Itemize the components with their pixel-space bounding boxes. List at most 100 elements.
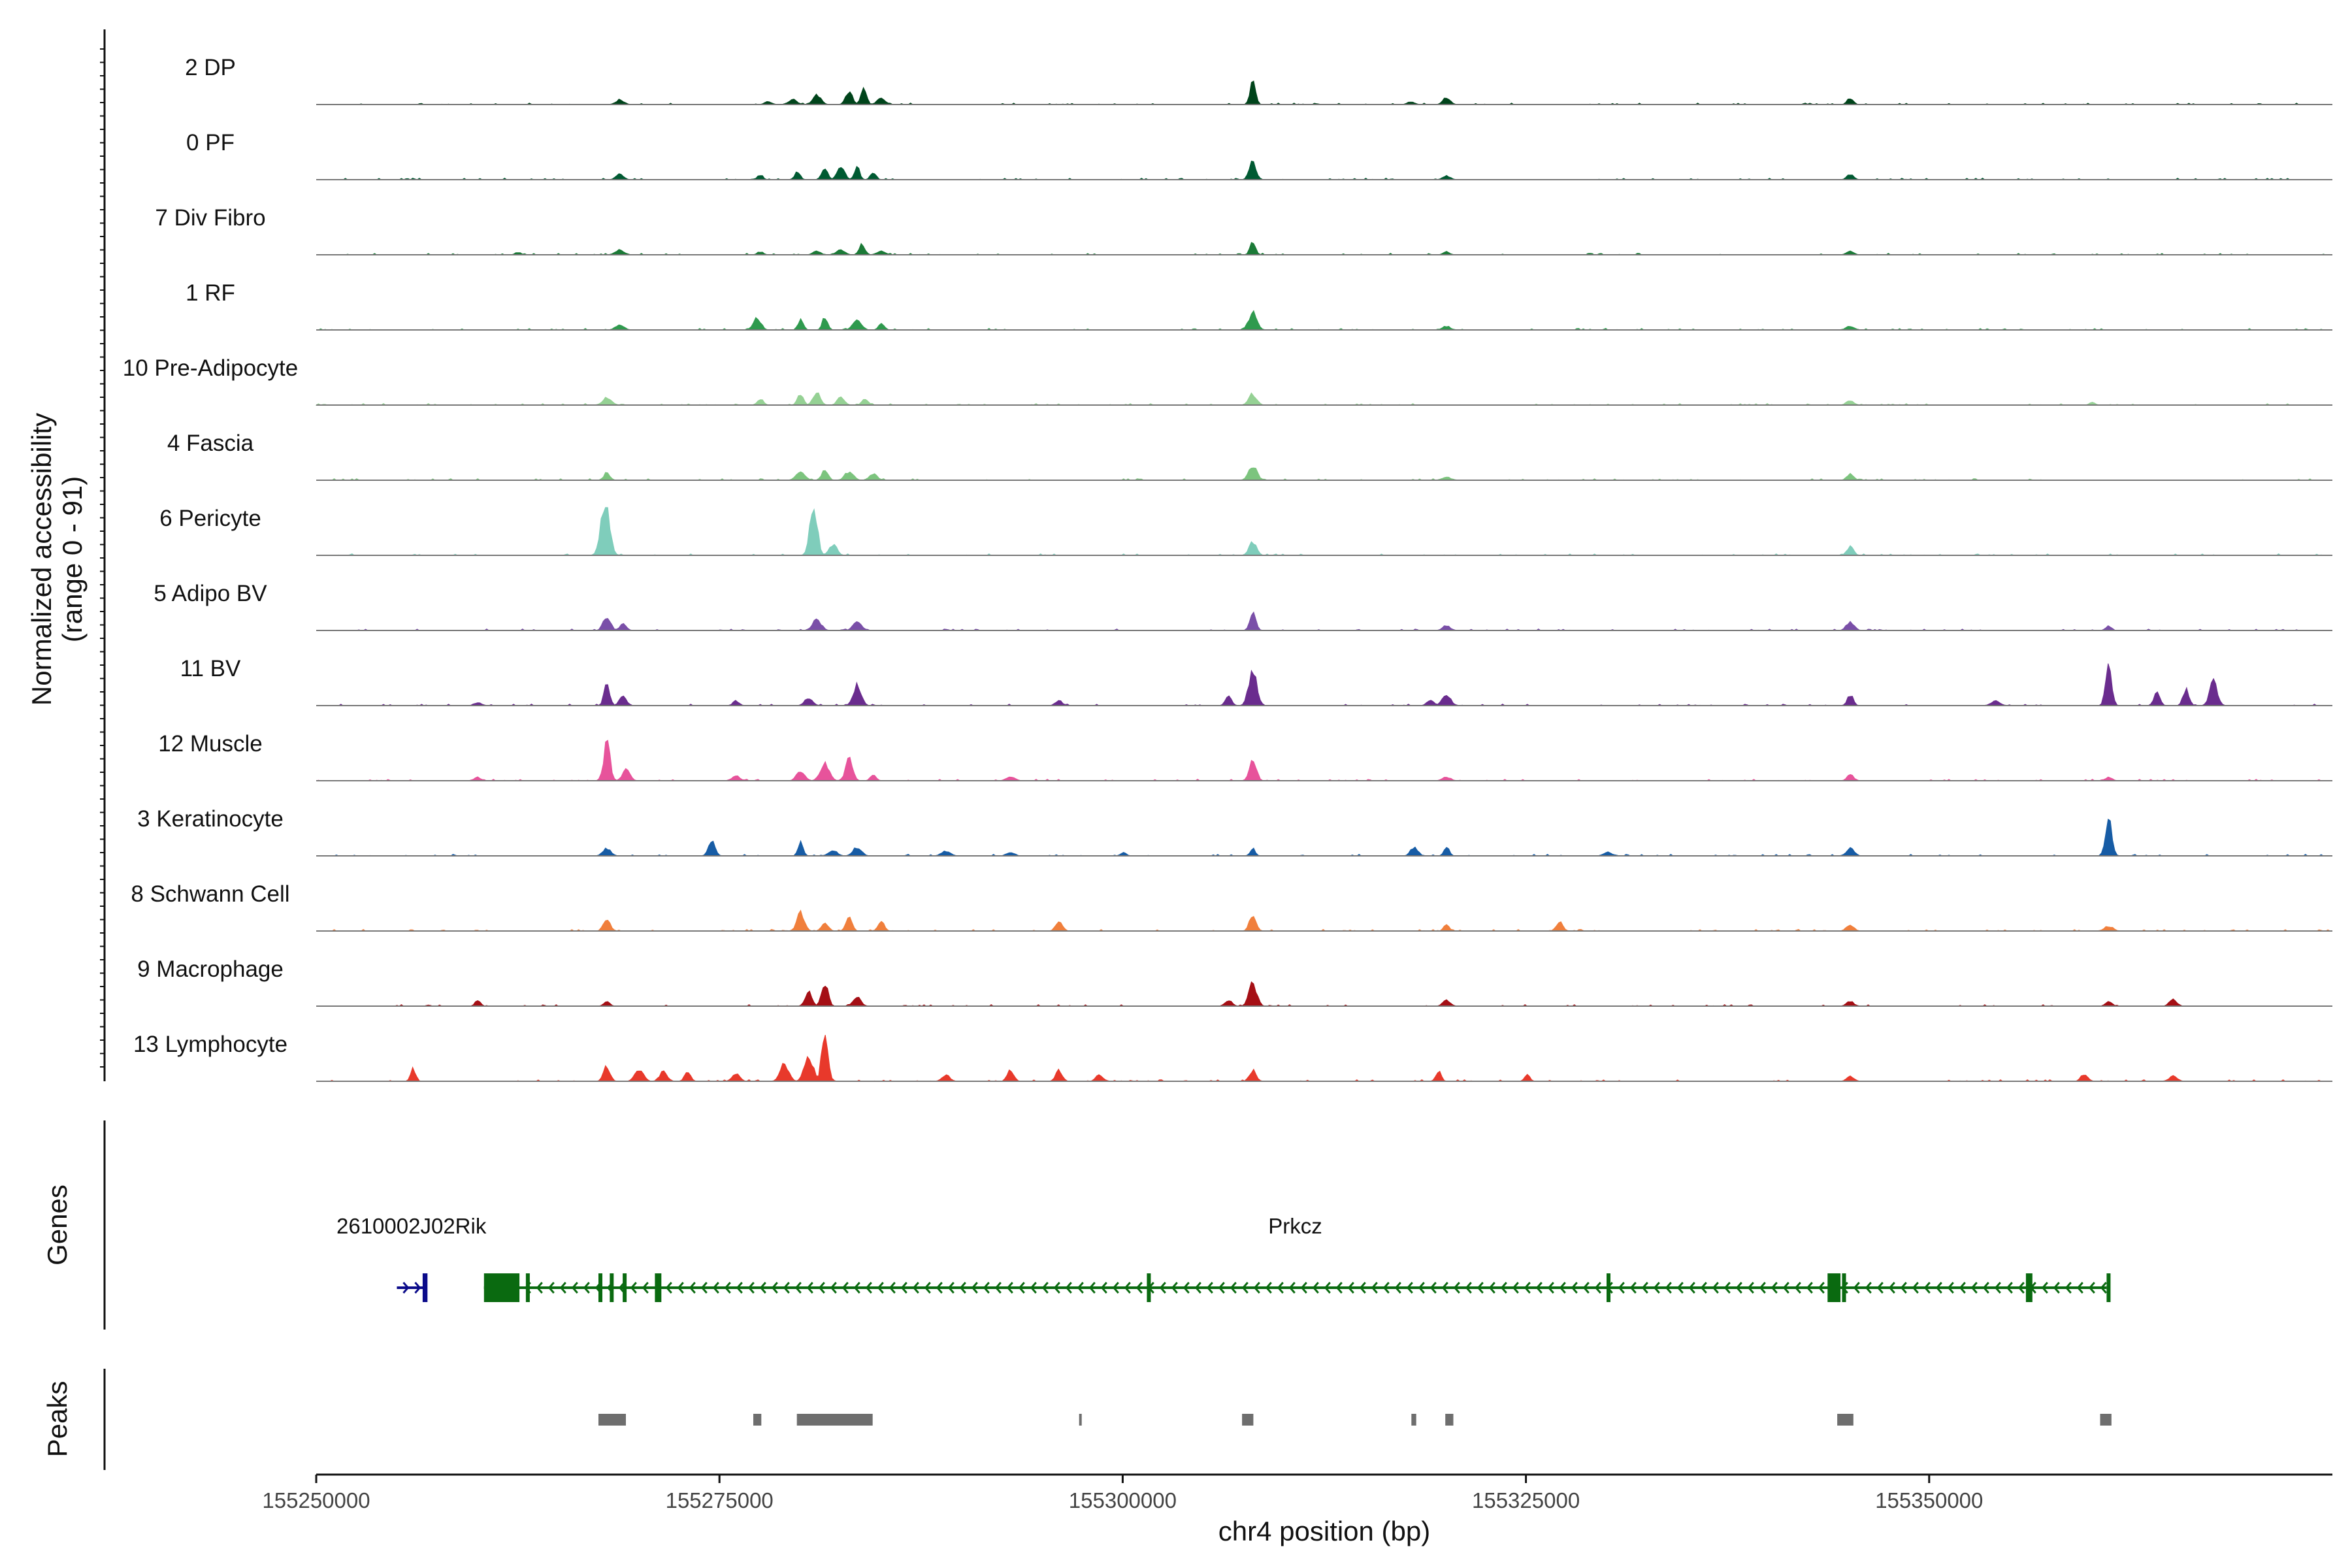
x-tick-label: 155350000	[1875, 1488, 1983, 1512]
track-5: 4 Fascia	[167, 431, 2332, 481]
gene-exon	[2106, 1273, 2111, 1302]
strand-chevron	[2088, 1282, 2095, 1294]
strand-chevron	[1888, 1282, 1895, 1294]
track-label: 0 PF	[186, 130, 235, 155]
gene-exon	[1827, 1273, 1841, 1302]
strand-chevron	[1665, 1282, 1672, 1294]
strand-chevron	[1100, 1282, 1107, 1294]
strand-chevron	[2065, 1282, 2072, 1294]
strand-chevron	[1112, 1282, 1119, 1294]
strand-chevron	[1923, 1282, 1931, 1294]
strand-chevron	[1382, 1282, 1390, 1294]
y-axis-title: Normalized accessibility	[26, 413, 57, 706]
strand-chevron	[830, 1282, 837, 1294]
gene-2610002J02Rik: 2610002J02Rik	[336, 1214, 487, 1302]
strand-chevron	[865, 1282, 872, 1294]
peak-region	[2100, 1414, 2112, 1426]
strand-chevron	[1335, 1282, 1343, 1294]
strand-chevron	[924, 1282, 931, 1294]
strand-chevron	[1288, 1282, 1296, 1294]
x-tick-label: 155300000	[1069, 1488, 1177, 1512]
strand-chevron	[1806, 1282, 1813, 1294]
y-axis-ticks	[100, 48, 105, 1068]
strand-chevron	[1771, 1282, 1778, 1294]
track-10: 3 Keratinocyte	[137, 806, 2332, 857]
strand-chevron	[1723, 1282, 1731, 1294]
strand-chevron	[1794, 1282, 1801, 1294]
strand-chevron	[971, 1282, 978, 1294]
strand-chevron	[1900, 1282, 1907, 1294]
strand-chevron	[1782, 1282, 1789, 1294]
track-label: 9 Macrophage	[137, 956, 284, 982]
x-axis-ticks: 155250000 155275000 155300000 155325000 1553…	[262, 1475, 1983, 1512]
peaks-panel-label: Peaks	[42, 1381, 73, 1458]
peak-region	[1445, 1414, 1454, 1426]
strand-chevron	[1265, 1282, 1272, 1294]
strand-chevron	[1159, 1282, 1166, 1294]
strand-chevron	[1218, 1282, 1225, 1294]
strand-chevron	[1441, 1282, 1448, 1294]
strand-chevron	[1994, 1282, 2001, 1294]
strand-chevron	[1653, 1282, 1660, 1294]
strand-chevron	[1206, 1282, 1213, 1294]
strand-chevron	[959, 1282, 966, 1294]
track-1: 0 PF	[186, 130, 2332, 180]
strand-chevron	[1676, 1282, 1684, 1294]
gene-exon	[1147, 1273, 1151, 1302]
track-11: 8 Schwann Cell	[131, 881, 2332, 932]
gene-exon	[483, 1273, 520, 1302]
strand-chevron	[1477, 1282, 1484, 1294]
strand-chevron	[700, 1282, 708, 1294]
strand-chevron	[877, 1282, 884, 1294]
strand-chevron	[1571, 1282, 1578, 1294]
peak-region	[598, 1414, 626, 1426]
strand-chevron	[1912, 1282, 1919, 1294]
strand-chevron	[1324, 1282, 1331, 1294]
strand-chevron	[1712, 1282, 1719, 1294]
strand-chevron	[1088, 1282, 1096, 1294]
strand-chevron	[1371, 1282, 1378, 1294]
strand-chevron	[1359, 1282, 1366, 1294]
strand-chevron	[1735, 1282, 1742, 1294]
strand-chevron	[630, 1282, 637, 1294]
x-tick-label: 155275000	[666, 1488, 774, 1512]
peak-region	[1079, 1414, 1082, 1426]
strand-chevron	[2053, 1282, 2060, 1294]
strand-chevron	[712, 1282, 719, 1294]
gene-exon	[2025, 1273, 2033, 1302]
track-label: 10 Pre-Adipocyte	[123, 355, 298, 381]
strand-chevron	[1124, 1282, 1131, 1294]
strand-chevron	[1465, 1282, 1472, 1294]
strand-chevron	[994, 1282, 1002, 1294]
track-7: 5 Adipo BV	[154, 581, 2332, 631]
strand-chevron	[1524, 1282, 1531, 1294]
strand-chevron	[1006, 1282, 1013, 1294]
strand-chevron	[414, 1282, 421, 1294]
track-label: 5 Adipo BV	[154, 581, 267, 606]
gene-exon	[623, 1273, 627, 1302]
strand-chevron	[1959, 1282, 1966, 1294]
track-0: 2 DP	[185, 55, 2332, 105]
y-axis-subtitle: (range 0 - 91)	[57, 476, 88, 642]
strand-chevron	[936, 1282, 943, 1294]
strand-chevron	[853, 1282, 860, 1294]
track-2: 7 Div Fibro	[155, 205, 2332, 255]
track-label: 6 Pericyte	[159, 506, 261, 531]
gene-exon	[1607, 1273, 1610, 1302]
strand-chevron	[1853, 1282, 1860, 1294]
strand-chevron	[1688, 1282, 1695, 1294]
track-label: 4 Fascia	[167, 431, 254, 456]
strand-chevron	[1429, 1282, 1437, 1294]
strand-chevron	[1818, 1282, 1825, 1294]
strand-chevron	[747, 1282, 755, 1294]
track-8: 11 BV	[180, 656, 2332, 706]
strand-chevron	[771, 1282, 778, 1294]
gene-exon	[1842, 1273, 1846, 1302]
strand-chevron	[947, 1282, 955, 1294]
gene-exon	[422, 1273, 428, 1302]
track-6: 6 Pericyte	[159, 506, 2332, 556]
gene-exon	[525, 1273, 530, 1302]
strand-chevron	[841, 1282, 849, 1294]
strand-chevron	[1700, 1282, 1707, 1294]
